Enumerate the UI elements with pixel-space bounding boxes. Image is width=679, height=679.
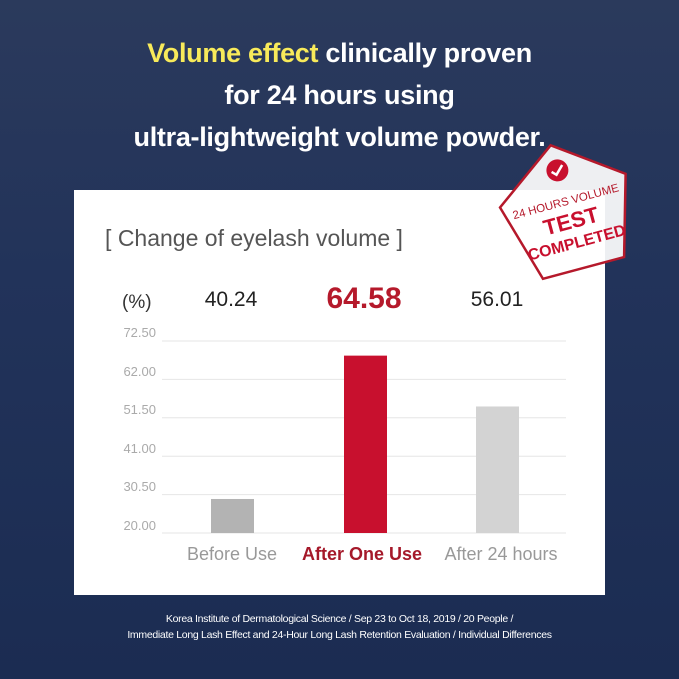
headline-line2: for 24 hours using xyxy=(224,80,455,110)
value-label-after-24h: 56.01 xyxy=(470,288,524,311)
footer-line1: Korea Institute of Dermatological Scienc… xyxy=(165,613,514,625)
bar-before-use xyxy=(211,498,254,533)
y-axis-unit: (%) xyxy=(122,292,152,313)
category-label: After 24 hours xyxy=(444,544,558,564)
chart-title: [ Change of eyelash volume ] xyxy=(105,225,403,251)
y-tick: 30.50 xyxy=(123,479,156,494)
test-completed-stamp: 24 HOURS VOLUME TEST COMPLETED xyxy=(498,143,628,281)
check-badge-icon xyxy=(546,159,569,182)
value-label-before: 40.24 xyxy=(204,288,258,311)
value-label-after-one: 64.58 xyxy=(326,282,402,315)
headline-line3: ultra-lightweight volume powder. xyxy=(133,122,546,152)
category-label: After One Use xyxy=(301,544,423,564)
y-tick: 51.50 xyxy=(123,402,156,417)
y-tick: 62.00 xyxy=(123,364,156,379)
headline-line1: clinically proven xyxy=(318,38,532,68)
headline: Volume effect clinically proven for 24 h… xyxy=(0,32,679,158)
category-label: Before Use xyxy=(186,544,278,564)
bar-after-24-hours xyxy=(476,406,519,533)
footer-note: Korea Institute of Dermatological Scienc… xyxy=(0,611,679,643)
y-tick: 20.00 xyxy=(123,518,156,533)
bar-after-one-use xyxy=(344,355,387,533)
y-tick: 72.50 xyxy=(123,325,156,340)
footer-line2: Immediate Long Lash Effect and 24-Hour L… xyxy=(127,629,552,641)
headline-highlight: Volume effect xyxy=(147,38,319,68)
y-tick: 41.00 xyxy=(123,441,156,456)
